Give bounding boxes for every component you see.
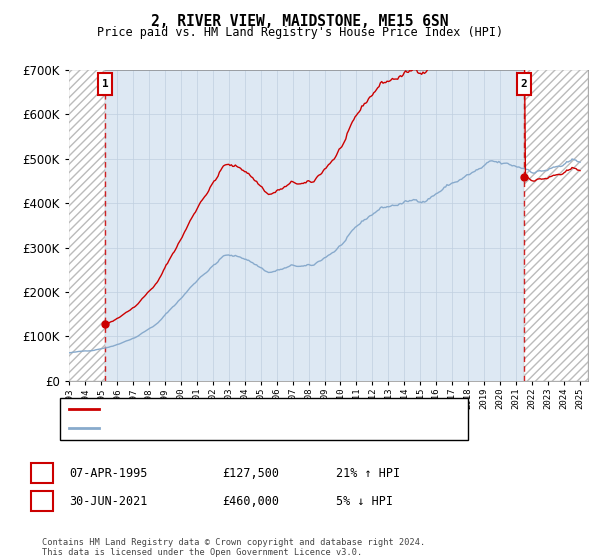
Text: 2: 2 [38,496,46,506]
Text: 21% ↑ HPI: 21% ↑ HPI [336,466,400,480]
Text: Price paid vs. HM Land Registry's House Price Index (HPI): Price paid vs. HM Land Registry's House … [97,26,503,39]
Text: 1: 1 [38,468,46,478]
Bar [98,73,112,95]
Text: 2: 2 [521,79,527,89]
Text: £127,500: £127,500 [222,466,279,480]
Text: 2, RIVER VIEW, MAIDSTONE, ME15 6SN (detached house): 2, RIVER VIEW, MAIDSTONE, ME15 6SN (deta… [105,404,424,414]
Text: 1: 1 [102,79,109,89]
Bar [517,73,532,95]
Text: £460,000: £460,000 [222,494,279,508]
Bar [524,70,588,381]
Text: 5% ↓ HPI: 5% ↓ HPI [336,494,393,508]
Text: 30-JUN-2021: 30-JUN-2021 [69,494,148,508]
Text: 2, RIVER VIEW, MAIDSTONE, ME15 6SN: 2, RIVER VIEW, MAIDSTONE, ME15 6SN [151,14,449,29]
Text: HPI: Average price, detached house, Maidstone: HPI: Average price, detached house, Maid… [105,423,386,433]
Text: Contains HM Land Registry data © Crown copyright and database right 2024.
This d: Contains HM Land Registry data © Crown c… [42,538,425,557]
Bar [69,70,105,381]
Text: 07-APR-1995: 07-APR-1995 [69,466,148,480]
